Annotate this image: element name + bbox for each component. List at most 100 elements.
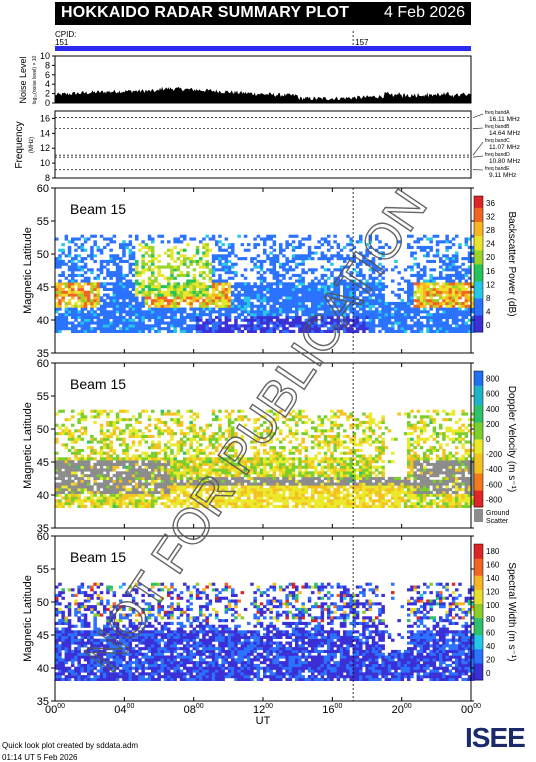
data-cell [420, 302, 424, 305]
data-cell [321, 238, 325, 241]
data-cell [289, 474, 293, 477]
data-cell [55, 294, 59, 297]
data-cell [282, 483, 286, 486]
data-cell [311, 421, 315, 424]
data-cell [276, 457, 280, 460]
data-cell [298, 499, 302, 502]
lat-tick-label: 55 [37, 216, 49, 228]
data-cell [247, 294, 251, 297]
data-cell [113, 421, 117, 424]
data-cell [167, 488, 171, 491]
data-cell [433, 291, 437, 294]
data-cell [244, 327, 248, 330]
data-cell [148, 296, 152, 299]
data-cell [106, 415, 110, 418]
data-cell [279, 313, 283, 316]
data-cell [90, 446, 94, 449]
data-cell [228, 330, 232, 333]
data-cell [193, 324, 197, 327]
data-cell [193, 285, 197, 288]
data-cell [106, 296, 110, 299]
data-cell [129, 435, 133, 438]
data-cell [244, 324, 248, 327]
data-cell [429, 246, 433, 249]
data-cell [77, 274, 81, 277]
data-cell [135, 310, 139, 313]
data-cell [97, 324, 101, 327]
data-cell [55, 491, 59, 494]
data-cell [228, 252, 232, 255]
data-cell [263, 260, 267, 263]
data-cell [65, 322, 69, 325]
data-cell [119, 410, 123, 413]
data-cell [273, 271, 277, 274]
data-cell [116, 505, 120, 508]
data-cell [125, 302, 128, 305]
data-cell [116, 415, 120, 418]
data-cell [340, 460, 344, 463]
data-cell [324, 452, 328, 455]
freq-band-value: 11.07 MHz [489, 144, 520, 151]
data-cell [132, 457, 136, 460]
data-cell [109, 457, 113, 460]
data-cell [436, 254, 440, 257]
data-cell [407, 296, 411, 299]
data-cell [125, 488, 128, 491]
data-cell [145, 463, 149, 466]
data-cell [308, 249, 312, 252]
data-cell [330, 421, 334, 424]
data-cell [234, 282, 238, 285]
data-cell [113, 502, 117, 505]
data-cell [189, 421, 193, 424]
data-cell [282, 254, 286, 257]
data-cell [90, 268, 94, 271]
data-cell [81, 322, 85, 325]
data-cell [292, 288, 296, 291]
data-cell [455, 274, 459, 277]
data-cell [439, 305, 443, 308]
data-cell [183, 327, 187, 330]
data-cell [260, 322, 264, 325]
data-cell [263, 310, 267, 313]
data-cell [77, 491, 81, 494]
data-cell [173, 299, 177, 302]
data-cell [71, 274, 75, 277]
data-cell [257, 499, 261, 502]
data-cell [429, 296, 433, 299]
data-cell [81, 438, 85, 441]
data-cell [103, 452, 107, 455]
data-cell [289, 299, 293, 302]
data-cell [308, 483, 312, 486]
data-cell [212, 324, 216, 327]
colorbar-segment [474, 244, 483, 247]
data-cell [289, 480, 293, 483]
data-cell [138, 243, 142, 246]
data-cell [218, 316, 222, 319]
data-cell [321, 483, 325, 486]
data-cell [423, 302, 427, 305]
data-cell [234, 274, 238, 277]
data-cell [298, 291, 302, 294]
data-cell [333, 446, 337, 449]
data-cell [183, 469, 187, 472]
data-cell [276, 463, 280, 466]
data-cell [97, 460, 101, 463]
data-cell [260, 505, 264, 508]
data-cell [71, 469, 75, 472]
data-cell [132, 477, 136, 480]
data-cell [196, 299, 200, 302]
data-cell [161, 421, 165, 424]
data-cell [442, 288, 446, 291]
data-cell [135, 483, 139, 486]
data-cell [324, 238, 328, 241]
data-cell [292, 310, 296, 313]
data-cell [58, 302, 62, 305]
data-cell [327, 257, 331, 260]
data-cell [193, 294, 197, 297]
data-cell [285, 457, 289, 460]
data-cell [116, 463, 120, 466]
data-cell [173, 471, 177, 474]
data-cell [74, 491, 78, 494]
data-cell [385, 322, 389, 325]
data-cell [295, 294, 299, 297]
